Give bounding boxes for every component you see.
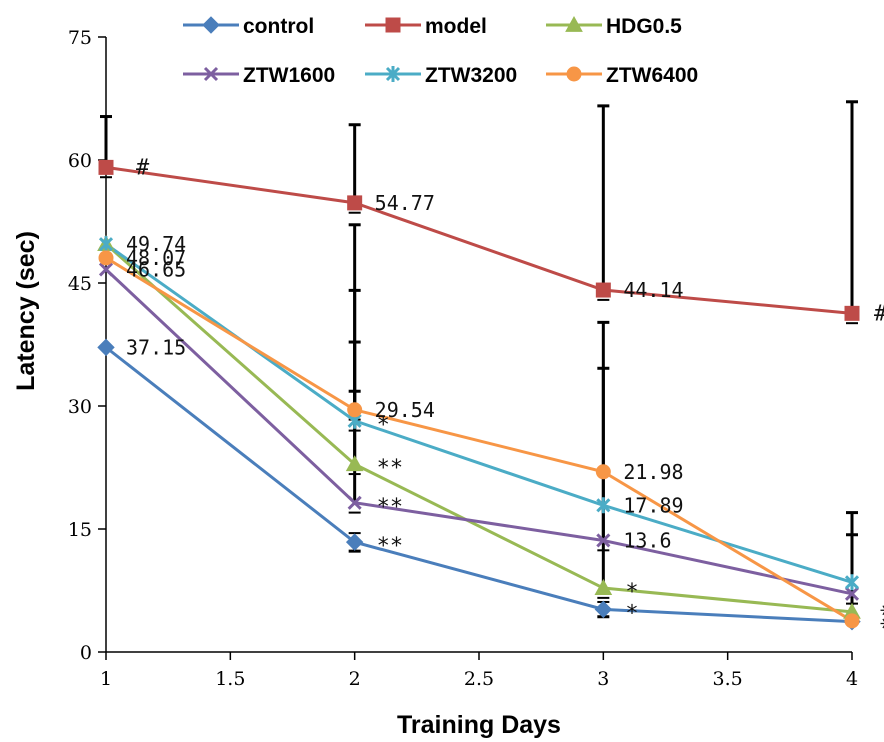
point-ztw1600	[98, 262, 114, 277]
x-tick-label: 3.5	[713, 668, 743, 690]
point-control	[594, 600, 613, 619]
point-ztw6400	[98, 250, 114, 266]
series-line-model	[105, 165, 853, 315]
legend-marker-ztw3200	[385, 66, 401, 82]
legend-label-model: model	[425, 15, 487, 38]
significance-label: **	[868, 604, 884, 631]
significance-label: *	[377, 413, 390, 438]
significance-label: *	[625, 601, 638, 626]
point-hdg0-5	[594, 579, 613, 595]
value-label: 44.14	[623, 278, 683, 302]
legend-label-hdg0-5: HDG0.5	[606, 15, 682, 38]
y-tick-label: 75	[68, 27, 92, 49]
point-model	[347, 195, 363, 211]
value-label: 54.77	[375, 191, 435, 215]
value-label: 48.07	[126, 246, 186, 270]
point-ztw6400	[595, 464, 611, 480]
legend-marker-control	[202, 16, 220, 34]
value-label: 13.6	[623, 528, 671, 552]
y-tick-label: 45	[68, 273, 92, 295]
legend-marker-ztw1600	[203, 66, 219, 82]
x-ticks: 1 1.5 2 2.5 3 3.5 4	[100, 652, 858, 690]
x-tick-label: 3	[597, 668, 609, 690]
point-ztw3200	[596, 497, 611, 514]
value-label: 46.65	[126, 257, 186, 281]
point-ztw6400	[844, 613, 860, 629]
point-ztw3200	[844, 574, 860, 591]
series-line-hdg0-5	[105, 243, 853, 614]
point-control	[97, 338, 115, 357]
point-ztw3200	[98, 236, 114, 253]
series-line-ztw1600	[104, 268, 853, 596]
point-ztw1600	[596, 533, 611, 548]
annotations: #54.7744.14#49.7448.0746.6537.1529.54***…	[126, 155, 884, 630]
series-line-ztw3200	[105, 242, 853, 584]
significance-label: **	[377, 456, 404, 481]
legend-marker-model	[385, 17, 401, 33]
legend-marker-ztw6400	[566, 66, 582, 82]
significance-label: **	[377, 495, 404, 520]
point-ztw1600	[347, 495, 362, 510]
x-tick-label: 1	[100, 668, 112, 690]
point-ztw1600	[844, 586, 860, 601]
significance-label: #	[874, 301, 884, 326]
y-axis-title: Latency (sec)	[12, 231, 40, 391]
y-tick-label: 15	[68, 519, 92, 541]
value-label: 37.15	[126, 335, 186, 359]
y-ticks: 0 15 30 45 60 75	[68, 27, 106, 664]
y-tick-label: 60	[68, 150, 92, 172]
x-axis-title: Training Days	[397, 711, 561, 739]
legend-label-ztw3200: ZTW3200	[425, 64, 517, 87]
series-line-control	[105, 346, 853, 624]
series-line-ztw6400	[105, 256, 853, 623]
legend: control model HDG0.5 ZTW1600 ZTW3200 ZTW6400	[183, 15, 698, 87]
x-tick-label: 2	[349, 668, 361, 690]
value-label: 21.98	[623, 460, 683, 484]
significance-label: #	[136, 155, 150, 180]
point-ztw6400	[347, 402, 363, 418]
significance-label: *	[625, 580, 638, 605]
x-tick-label: 1.5	[215, 668, 245, 690]
x-tick-label: 2.5	[464, 668, 494, 690]
point-model	[844, 305, 860, 321]
value-label: 49.74	[126, 232, 186, 256]
x-tick-label: 4	[846, 668, 858, 690]
y-tick-label: 0	[80, 642, 92, 664]
value-label: 17.89	[623, 493, 683, 517]
series-lines	[104, 165, 853, 624]
data-markers	[97, 159, 861, 631]
point-model	[98, 159, 114, 175]
legend-marker-hdg0-5	[565, 15, 583, 32]
legend-label-ztw6400: ZTW6400	[606, 64, 698, 87]
point-hdg0-5	[345, 455, 364, 472]
error-bars	[100, 100, 858, 623]
point-control	[345, 533, 364, 551]
point-model	[595, 282, 611, 298]
significance-label: **	[377, 534, 404, 559]
legend-label-ztw1600: ZTW1600	[243, 64, 335, 87]
legend-label-control: control	[243, 15, 314, 38]
y-tick-label: 30	[68, 396, 92, 418]
value-label: 29.54	[375, 398, 435, 422]
